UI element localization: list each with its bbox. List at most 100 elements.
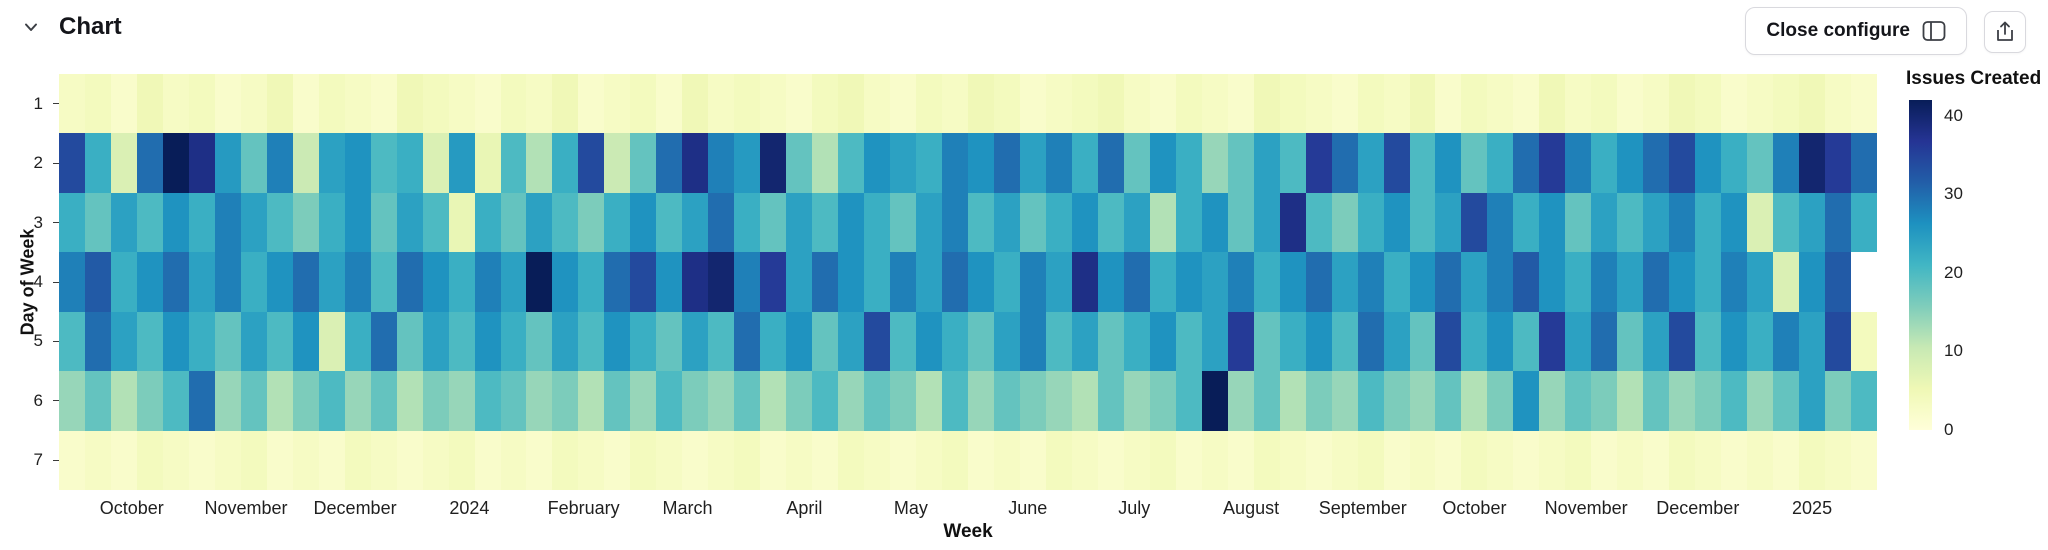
heatmap-cell <box>604 74 631 134</box>
heatmap-cell <box>1305 430 1332 490</box>
heatmap-cell <box>1435 252 1462 312</box>
heatmap-cell <box>396 252 423 312</box>
heatmap-cell <box>474 252 501 312</box>
heatmap-cell <box>188 311 215 372</box>
heatmap-cell <box>1045 74 1072 134</box>
section-collapse-toggle[interactable] <box>16 12 46 42</box>
heatmap-cell <box>1591 192 1618 253</box>
legend-title: Issues Created <box>1906 68 2042 89</box>
heatmap-cell <box>370 311 397 372</box>
heatmap-cell <box>1097 371 1124 431</box>
x-tick-label: September <box>1318 498 1407 518</box>
heatmap-cell <box>864 192 891 253</box>
heatmap-cell <box>162 133 189 193</box>
heatmap-cell <box>292 133 319 193</box>
heatmap-cell <box>708 192 735 253</box>
heatmap-cell <box>682 133 709 193</box>
heatmap-cell <box>110 371 137 431</box>
heatmap-cell <box>916 74 943 134</box>
heatmap-cell <box>1539 74 1566 134</box>
heatmap-cell <box>526 311 553 372</box>
heatmap-cell <box>318 192 345 253</box>
heatmap-cell <box>604 311 631 372</box>
heatmap-cell <box>188 252 215 312</box>
heatmap-cell <box>552 192 579 253</box>
heatmap-cell <box>1201 192 1228 253</box>
heatmap-cell <box>967 192 994 253</box>
heatmap-cell <box>1539 430 1566 490</box>
heatmap-cell <box>967 371 994 431</box>
heatmap-cell <box>1747 192 1774 253</box>
heatmap-cell <box>1825 252 1852 312</box>
heatmap-cell <box>916 252 943 312</box>
heatmap-cell <box>838 192 865 253</box>
heatmap-cell <box>162 371 189 431</box>
y-tick-label: 3 <box>33 212 43 232</box>
heatmap-cell <box>942 133 968 193</box>
y-tick-mark <box>53 340 59 342</box>
heatmap-cell <box>396 371 423 431</box>
heatmap-cell <box>1253 133 1280 193</box>
heatmap-cell <box>838 252 865 312</box>
y-axis-ticks: 1 2 3 4 5 6 7 <box>0 74 59 490</box>
heatmap-cell <box>370 192 397 253</box>
heatmap-cell <box>1539 371 1566 431</box>
heatmap-cell <box>1123 311 1150 372</box>
heatmap-cell <box>1097 430 1124 490</box>
heatmap-cell <box>1175 133 1202 193</box>
heatmap-cell <box>916 430 943 490</box>
x-tick-label: November <box>204 498 288 518</box>
heatmap-cell <box>84 311 111 372</box>
heatmap-cell <box>1591 252 1618 312</box>
heatmap-cell <box>578 252 605 312</box>
heatmap-cell <box>162 252 189 312</box>
heatmap-cell <box>1695 371 1722 431</box>
x-tick-label: October <box>1442 498 1507 518</box>
heatmap-cell <box>162 430 189 490</box>
heatmap-cell <box>1097 252 1124 312</box>
heatmap-cell <box>1045 430 1072 490</box>
colorbar-tick-label: 0 <box>1944 420 1954 439</box>
heatmap-cell <box>630 252 657 312</box>
y-tick-mark <box>53 222 59 224</box>
heatmap-cell <box>162 192 189 253</box>
heatmap-cell <box>1071 133 1098 193</box>
heatmap-cell <box>422 371 449 431</box>
heatmap-cell <box>604 371 631 431</box>
x-tick-label: May <box>893 498 928 518</box>
heatmap-cell <box>500 74 527 134</box>
heatmap-cell <box>786 74 813 134</box>
heatmap-cell <box>812 133 839 193</box>
heatmap-cell <box>1773 430 1800 490</box>
heatmap-cell <box>682 311 709 372</box>
heatmap-cell <box>1253 371 1280 431</box>
share-button[interactable] <box>1984 11 2026 53</box>
heatmap-cell <box>344 311 371 372</box>
heatmap-cell <box>59 192 85 253</box>
heatmap-cell <box>1643 133 1670 193</box>
heatmap-cell <box>136 133 163 193</box>
heatmap-cell <box>1409 133 1436 193</box>
x-tick-label: August <box>1223 498 1280 518</box>
heatmap-cell <box>708 133 735 193</box>
colorbar-tick-label: 30 <box>1944 184 1963 204</box>
heatmap-cell <box>500 311 527 372</box>
heatmap-cell <box>1201 133 1228 193</box>
heatmap-cell <box>760 133 787 193</box>
heatmap-cell <box>1383 311 1410 372</box>
heatmap-cell <box>1669 74 1696 134</box>
heatmap-cell <box>760 252 787 312</box>
heatmap-cell <box>708 252 735 312</box>
close-configure-button[interactable]: Close configure <box>1745 7 1967 55</box>
heatmap-cell <box>1175 252 1202 312</box>
heatmap-cell <box>864 74 891 134</box>
heatmap-cell <box>1123 74 1150 134</box>
heatmap-cell <box>1591 430 1618 490</box>
heatmap-cell <box>266 311 293 372</box>
heatmap-cell <box>1721 74 1748 134</box>
heatmap-cell <box>682 252 709 312</box>
heatmap-cell <box>1513 74 1540 134</box>
heatmap-cell <box>1123 371 1150 431</box>
heatmap-cell <box>1825 74 1852 134</box>
heatmap-cell <box>916 371 943 431</box>
